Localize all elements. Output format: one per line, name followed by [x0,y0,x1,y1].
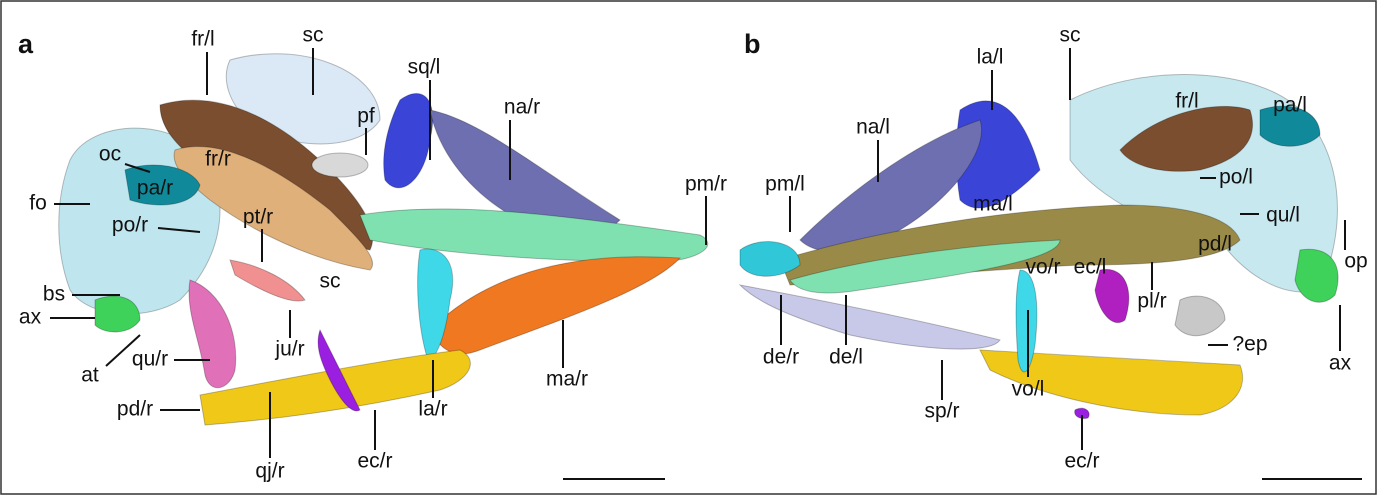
anatomical-label: pt/r [243,206,273,229]
anatomical-label: ma/l [973,193,1013,216]
anatomical-label: na/l [856,116,890,139]
anatomical-label: ?ep [1232,333,1267,356]
anatomical-label: ax [1329,352,1352,375]
anatomical-label: ax [19,306,42,329]
anatomical-label: na/r [504,96,540,119]
anatomical-label: sc [320,270,341,293]
anatomical-label: pd/l [1198,233,1232,256]
anatomical-label: sc [1060,24,1081,47]
anatomical-label: vo/l [1012,378,1045,401]
anatomical-label: pm/l [765,173,805,196]
anatomical-label: qu/r [132,348,168,371]
anatomical-label: po/l [1219,166,1253,189]
anatomical-label: pa/l [1273,94,1307,117]
anatomical-label: qj/r [255,460,284,483]
anatomical-label: ec/r [1064,450,1099,473]
page: {"panels": [ {"letter": "a", "labels": [… [0,0,1377,495]
anatomical-label: de/r [763,346,799,369]
anatomical-label: fr/l [191,28,214,51]
anatomical-label: pm/r [685,173,727,196]
anatomical-label: de/l [829,346,863,369]
anatomical-label: qu/l [1266,204,1300,227]
anatomical-label: vo/r [1025,256,1060,279]
anatomical-label: fo [29,192,47,215]
anatomical-label: ma/r [546,368,588,391]
anatomical-label: ec/r [357,450,392,473]
figure: a fr/l sc pf sq/l na/r oc fo pa/r fr/r po/r pt/r sc b… [0,0,1377,495]
anatomical-label: pd/r [117,398,153,421]
panel-letter: b [744,29,761,59]
anatomical-label: po/r [112,214,148,237]
anatomical-label: sp/r [924,400,959,423]
anatomical-label: op [1344,250,1367,273]
anatomical-label: fr/l [1175,90,1198,113]
anatomical-label: sq/l [408,56,441,79]
anatomical-label: pl/r [1137,290,1166,313]
anatomical-label: oc [99,143,121,166]
anatomical-label: pa/r [137,177,173,200]
anatomical-label: pf [357,105,375,128]
anatomical-label: ec/l [1074,256,1107,279]
anatomical-label: la/r [418,398,447,421]
anatomical-label: fr/r [205,148,231,171]
anatomical-label: sc [303,24,324,47]
anatomical-label: la/l [977,46,1004,69]
anatomical-label: at [81,364,99,387]
anatomical-label: ju/r [274,338,304,361]
anatomical-label: bs [43,283,65,306]
panel-letter: a [18,29,34,59]
prefrontal [312,153,368,177]
